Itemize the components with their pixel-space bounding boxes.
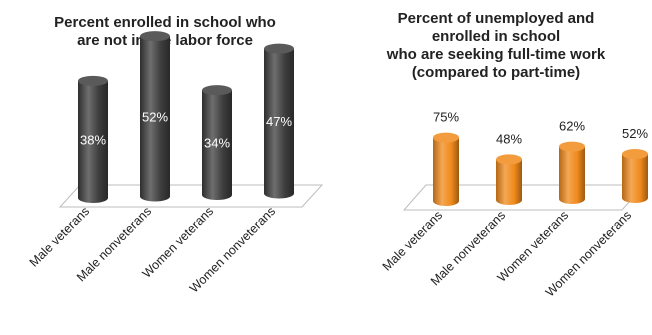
right-chart-title: Percent of unemployed and enrolled in sc…: [386, 10, 606, 81]
left-chart-panel: Percent enrolled in school who are not i…: [27, 14, 324, 296]
data-label: 47%: [266, 114, 292, 129]
data-label: 38%: [80, 132, 106, 147]
data-label: 48%: [496, 131, 522, 146]
bar: [622, 149, 648, 203]
bar: [496, 154, 522, 205]
bar: [140, 31, 170, 202]
x-tick-label: Male veterans: [380, 208, 445, 273]
data-label: 62%: [559, 119, 585, 134]
bar: [264, 43, 294, 199]
chart-floor: [58, 184, 324, 208]
bar: [202, 85, 232, 200]
data-label: 52%: [142, 109, 168, 124]
data-label: 52%: [622, 126, 648, 141]
bar: [433, 132, 459, 206]
x-tick-label: Male veterans: [27, 204, 92, 269]
data-label: 34%: [204, 136, 230, 151]
right-chart-panel: Percent of unemployed and enrolled in sc…: [326, 0, 652, 335]
bar: [78, 75, 108, 203]
bar: [559, 141, 585, 204]
data-label: 75%: [433, 110, 459, 125]
